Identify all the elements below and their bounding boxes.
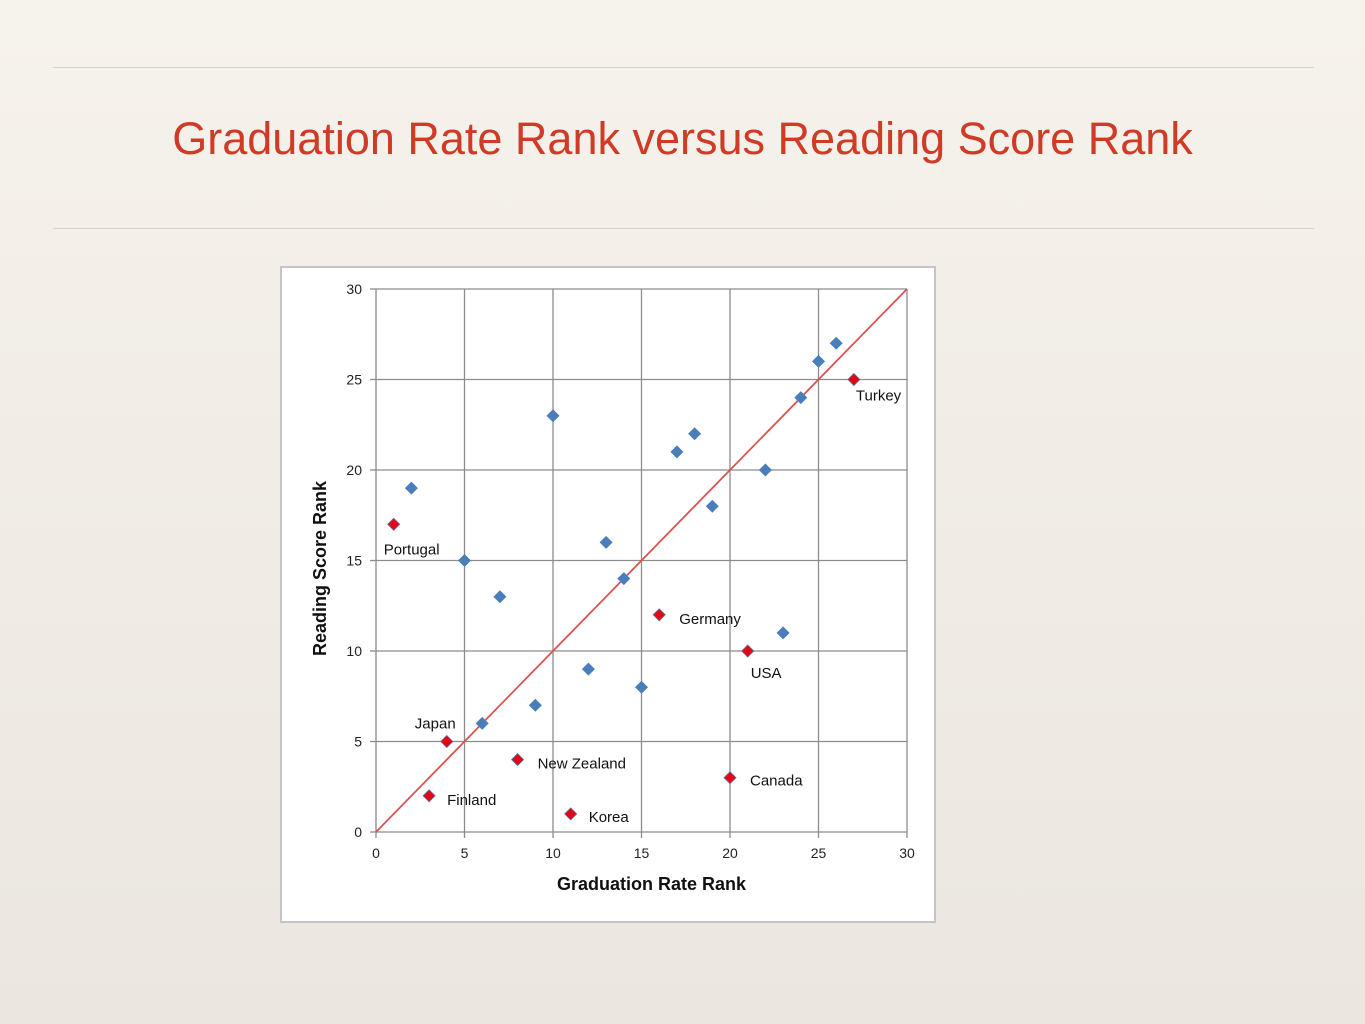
data-point [635, 680, 648, 694]
data-point [776, 626, 790, 640]
data-point [546, 409, 560, 423]
data-point [493, 590, 507, 604]
x-tick-label: 15 [634, 845, 650, 861]
point-label: Germany [679, 611, 741, 628]
x-tick-label: 0 [372, 845, 380, 861]
data-points [387, 336, 861, 821]
y-tick-label: 0 [354, 824, 362, 840]
point-label: Finland [447, 792, 496, 809]
point-label: New Zealand [538, 756, 626, 773]
data-point-labeled [847, 372, 861, 387]
x-tick-label: 30 [899, 845, 915, 861]
x-tick-label: 20 [722, 845, 738, 861]
data-point [458, 554, 471, 567]
y-tick-label: 10 [346, 643, 362, 659]
data-point-labeled [440, 734, 454, 749]
data-point [758, 463, 772, 477]
data-point [670, 445, 684, 459]
data-point [617, 572, 631, 586]
point-label: Japan [415, 716, 456, 733]
data-point [829, 336, 843, 350]
data-point [705, 499, 719, 513]
data-point [581, 662, 595, 676]
x-axis-title: Graduation Rate Rank [557, 874, 747, 894]
data-point-labeled [652, 608, 666, 622]
data-point [404, 481, 418, 495]
data-point-labeled [511, 753, 525, 767]
x-tick-label: 10 [545, 845, 561, 861]
bottom-divider [53, 228, 1314, 229]
data-point [794, 391, 808, 405]
data-point [475, 716, 489, 730]
scatter-chart: 0 5 10 15 20 25 30 0 5 10 15 20 25 30 Portugal Japan Fi… [310, 281, 915, 894]
point-label: Turkey [856, 388, 902, 405]
y-tick-label: 25 [346, 372, 362, 388]
y-tick-label: 15 [346, 553, 362, 569]
point-label: Portugal [384, 541, 440, 558]
data-point [528, 698, 542, 712]
data-point [599, 535, 613, 549]
point-labels: Portugal Japan Finland New Zealand Korea Germ… [384, 388, 902, 826]
x-tick-label: 25 [811, 845, 827, 861]
data-point-labeled [741, 644, 755, 658]
x-tick-label: 5 [461, 845, 469, 861]
axis-tick-labels: 0 5 10 15 20 25 30 0 5 10 15 20 25 30 [346, 281, 915, 861]
reference-line-y-equals-x [375, 288, 908, 833]
data-point [812, 354, 825, 368]
data-point-labeled [723, 771, 737, 785]
chart-container: 0 5 10 15 20 25 30 0 5 10 15 20 25 30 Portugal Japan Fi… [280, 266, 936, 923]
point-label: USA [751, 665, 782, 682]
slide-title: Graduation Rate Rank versus Reading Scor… [172, 113, 1193, 164]
data-point [688, 427, 702, 441]
y-axis-title: Reading Score Rank [310, 480, 330, 656]
point-label: Korea [589, 809, 630, 826]
data-point-labeled [564, 807, 578, 821]
top-divider [53, 67, 1314, 68]
y-tick-label: 30 [346, 281, 362, 297]
point-label: Canada [750, 773, 803, 790]
y-tick-label: 20 [346, 462, 362, 478]
data-point-labeled [422, 789, 436, 803]
data-point-labeled [387, 517, 401, 531]
y-tick-label: 5 [354, 734, 362, 750]
